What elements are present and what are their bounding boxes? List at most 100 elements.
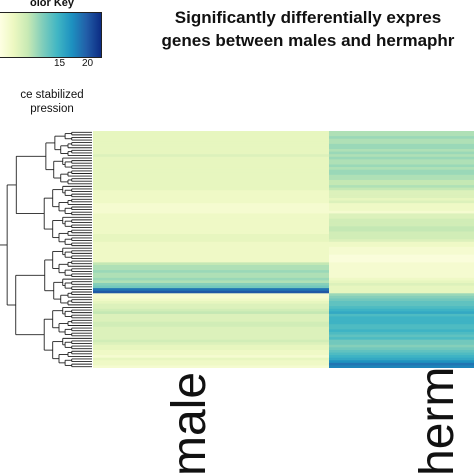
heatmap-cell-male-17 (93, 174, 329, 178)
heatmap-cell-male-55 (93, 272, 329, 276)
heatmap-cell-male-62 (93, 290, 329, 294)
heatmap-cell-male-24 (93, 192, 329, 197)
row-dendrogram (0, 131, 92, 368)
heatmap-cell-herm-36 (329, 223, 474, 227)
color-key-xlabel-line-2: pression (30, 103, 74, 115)
color-key-gradient (0, 12, 102, 58)
heatmap-cell-male-20 (93, 182, 329, 186)
heatmap-cell-male-33 (93, 216, 329, 220)
color-key-tick-label: 15 (54, 58, 66, 69)
heatmap-cell-male-49 (93, 257, 329, 261)
heatmap-cell-male-28 (93, 203, 329, 207)
heatmap-cell-herm-40 (329, 234, 474, 238)
heatmap-cell-herm-86 (329, 352, 474, 356)
heatmap-cell-male-43 (93, 241, 329, 245)
heatmap-cell-male-5 (93, 143, 329, 148)
color-key-xlabel: ce stabilized pression (0, 88, 122, 116)
heatmap-cell-male-41 (93, 236, 329, 240)
heatmap-cell-male-77 (93, 329, 329, 333)
heatmap-cell-herm-6 (329, 146, 474, 150)
heatmap-cell-herm-84 (329, 347, 474, 351)
heatmap-cell-herm-19 (329, 179, 474, 184)
chart-title-line-2: genes between males and hermaphr (161, 31, 455, 50)
heatmap-cell-male-76 (93, 326, 329, 330)
heatmap-cell-male-52 (93, 264, 329, 269)
heatmap-grid (93, 131, 474, 368)
heatmap-cell-herm-81 (329, 339, 474, 343)
heatmap-cell-herm-42 (329, 239, 474, 243)
heatmap-cell-herm-8 (329, 151, 474, 155)
heatmap-cell-male-80 (93, 337, 329, 341)
heatmap-cell-male-89 (93, 360, 329, 364)
heatmap-cell-herm-1 (329, 133, 474, 137)
heatmap-cell-male-86 (93, 352, 329, 356)
heatmap-cell-male-47 (93, 252, 329, 256)
heatmap-cell-herm-70 (329, 311, 474, 315)
heatmap-cell-herm-66 (329, 301, 474, 305)
heatmap-cell-herm-25 (329, 195, 474, 199)
heatmap-cell-male-87 (93, 355, 329, 359)
column-label-herm: herm (411, 366, 464, 476)
heatmap-cell-male-14 (93, 167, 329, 171)
heatmap-cell-herm-55 (329, 272, 474, 276)
heatmap-cell-male-48 (93, 254, 329, 258)
heatmap-cell-herm-23 (329, 190, 474, 194)
heatmap-cell-herm-65 (329, 298, 474, 302)
heatmap-cell-male-74 (93, 321, 329, 325)
heatmap-cell-male-26 (93, 197, 329, 202)
heatmap-cell-herm-74 (329, 321, 474, 325)
heatmap-cell-herm-14 (329, 167, 474, 171)
heatmap-cell-male-64 (93, 295, 329, 300)
heatmap-cell-herm-49 (329, 257, 474, 261)
heatmap-cell-male-91 (93, 365, 329, 368)
heatmap-cell-male-63 (93, 293, 329, 297)
color-key-xlabel-line-1: ce stabilized (20, 89, 84, 101)
heatmap-cell-male-35 (93, 221, 329, 225)
heatmap-cell-male-44 (93, 244, 329, 248)
heatmap-cell-herm-43 (329, 241, 474, 245)
heatmap-cell-male-69 (93, 308, 329, 312)
heatmap-cell-herm-50 (329, 259, 474, 263)
heatmap-cell-male-54 (93, 270, 329, 274)
heatmap-cell-male-66 (93, 301, 329, 305)
heatmap-cell-male-23 (93, 190, 329, 194)
heatmap-cell-herm-60 (329, 285, 474, 289)
heatmap-cell-male-38 (93, 228, 329, 233)
heatmap-cell-male-32 (93, 213, 329, 217)
heatmap-cell-male-85 (93, 349, 329, 354)
heatmap-cell-male-15 (93, 169, 329, 173)
heatmap-cell-herm-15 (329, 169, 474, 173)
heatmap-cell-herm-90 (329, 362, 474, 367)
heatmap-cell-herm-88 (329, 357, 474, 361)
heatmap-cell-herm-79 (329, 334, 474, 338)
heatmap-cell-herm-29 (329, 205, 474, 209)
heatmap-cell-herm-44 (329, 244, 474, 248)
heatmap-cell-herm-33 (329, 216, 474, 220)
heatmap-cell-herm-45 (329, 246, 474, 251)
heatmap-cell-male-82 (93, 342, 329, 346)
heatmap-cell-male-6 (93, 146, 329, 150)
heatmap-cell-herm-62 (329, 290, 474, 294)
heatmap-cell-male-59 (93, 282, 329, 287)
chart-title-line-1: Significantly differentially expres (174, 8, 442, 27)
heatmap-cell-herm-17 (329, 174, 474, 178)
heatmap-cell-herm-75 (329, 324, 474, 328)
heatmap-cell-male-30 (93, 208, 329, 212)
heatmap-cell-herm-64 (329, 295, 474, 300)
heatmap-cell-male-88 (93, 357, 329, 361)
heatmap-cell-herm-76 (329, 326, 474, 330)
heatmap-cell-male-84 (93, 347, 329, 351)
heatmap-cell-herm-26 (329, 197, 474, 202)
heatmap-cell-male-22 (93, 187, 329, 191)
heatmap-cell-male-18 (93, 177, 329, 181)
heatmap-cell-male-1 (93, 133, 329, 137)
heatmap-cell-herm-41 (329, 236, 474, 240)
heatmap-cell-herm-58 (329, 280, 474, 284)
heatmap-cell-herm-57 (329, 277, 474, 282)
heatmap-cell-male-78 (93, 331, 329, 336)
heatmap-cell-herm-11 (329, 159, 474, 163)
heatmap-cell-herm-5 (329, 143, 474, 148)
heatmap-cell-male-25 (93, 195, 329, 199)
heatmap-cell-herm-51 (329, 262, 474, 266)
heatmap-cell-herm-35 (329, 221, 474, 225)
